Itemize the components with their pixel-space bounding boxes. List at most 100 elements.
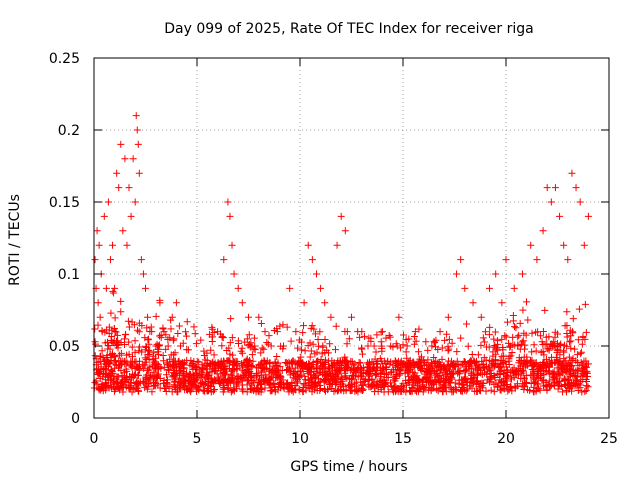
- band-point: [507, 352, 515, 360]
- band-point: [391, 377, 399, 385]
- data-point: [144, 313, 152, 321]
- data-point: [518, 270, 526, 278]
- band-point: [239, 387, 247, 395]
- band-point: [125, 338, 133, 346]
- band-point: [199, 387, 207, 395]
- band-point: [111, 314, 119, 322]
- data-point: [121, 155, 129, 163]
- band-point: [441, 336, 449, 344]
- band-point: [582, 387, 590, 395]
- band-point: [296, 367, 304, 375]
- band-point: [247, 384, 255, 392]
- data-point: [238, 299, 246, 307]
- band-point: [490, 388, 498, 396]
- band-point: [577, 348, 585, 356]
- band-point: [373, 378, 381, 386]
- data-point: [304, 241, 312, 249]
- data-point: [341, 227, 349, 235]
- band-point: [111, 364, 119, 372]
- band-point: [512, 324, 520, 332]
- band-point: [181, 383, 189, 391]
- band-point: [104, 360, 112, 368]
- data-point: [539, 227, 547, 235]
- data-point: [234, 284, 242, 292]
- band-point: [263, 338, 271, 346]
- band-point: [227, 315, 235, 323]
- band-point: [260, 376, 268, 384]
- band-point: [299, 329, 307, 337]
- band-point: [273, 325, 281, 333]
- band-point: [388, 368, 396, 376]
- band-point: [306, 371, 314, 379]
- band-point: [121, 340, 129, 348]
- data-point: [137, 256, 145, 264]
- band-point: [143, 324, 151, 332]
- band-point: [415, 348, 423, 356]
- data-point: [533, 256, 541, 264]
- data-point: [111, 284, 119, 292]
- band-point: [503, 381, 511, 389]
- data-point: [428, 342, 436, 350]
- band-point: [434, 359, 442, 367]
- band-point: [553, 357, 561, 365]
- data-point: [461, 284, 469, 292]
- band-point: [522, 372, 530, 380]
- band-point: [582, 357, 590, 365]
- band-point: [273, 368, 281, 376]
- band-point: [243, 381, 251, 389]
- band-point: [392, 340, 400, 348]
- band-point: [487, 386, 495, 394]
- band-point: [373, 331, 381, 339]
- band-point: [568, 387, 576, 395]
- band-point: [150, 382, 158, 390]
- band-point: [122, 330, 130, 338]
- band-point: [454, 367, 462, 375]
- band-point: [493, 345, 501, 353]
- band-point: [266, 360, 274, 368]
- band-point: [564, 360, 572, 368]
- band-point: [502, 333, 510, 341]
- data-point: [486, 284, 494, 292]
- band-point: [269, 370, 277, 378]
- band-point: [271, 388, 279, 396]
- band-point: [240, 368, 248, 376]
- band-point: [424, 386, 432, 394]
- band-point: [409, 381, 417, 389]
- band-point: [281, 359, 289, 367]
- band-point: [404, 360, 412, 368]
- band-point: [467, 375, 475, 383]
- data-point: [115, 184, 123, 192]
- band-point: [134, 387, 142, 395]
- band-point: [471, 387, 479, 395]
- band-point: [170, 364, 178, 372]
- band-point: [530, 370, 538, 378]
- band-point: [353, 378, 361, 386]
- data-point: [255, 313, 263, 321]
- band-point: [463, 320, 471, 328]
- data-point: [214, 328, 222, 336]
- band-point: [449, 388, 457, 396]
- data-point: [131, 198, 139, 206]
- band-point: [426, 377, 434, 385]
- band-point: [387, 358, 395, 366]
- band-point: [120, 372, 128, 380]
- y-tick-labels: 0 0.05 0.1 0.15 0.2 0.25: [49, 51, 80, 427]
- band-point: [536, 386, 544, 394]
- band-point: [239, 361, 247, 369]
- band-point: [397, 357, 405, 365]
- band-point: [557, 341, 565, 349]
- y-tick-label: 0.1: [58, 267, 80, 283]
- band-point: [539, 376, 547, 384]
- band-point: [422, 338, 430, 346]
- data-point: [245, 313, 252, 321]
- band-point: [113, 331, 121, 339]
- data-point: [333, 241, 341, 249]
- band-point: [131, 358, 139, 366]
- band-point: [410, 362, 418, 370]
- band-point: [109, 369, 117, 377]
- band-point: [98, 380, 106, 388]
- data-point: [129, 155, 137, 163]
- band-point: [435, 361, 443, 369]
- band-point: [425, 363, 433, 371]
- band-point: [172, 375, 180, 383]
